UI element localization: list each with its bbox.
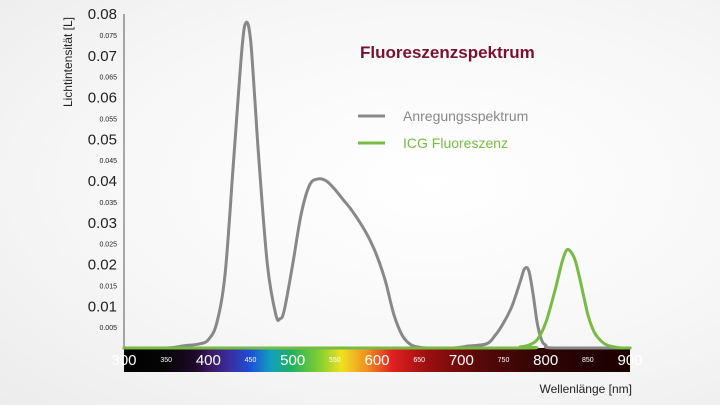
x-tick-label: 700 — [449, 352, 474, 369]
x-tick-label: 900 — [617, 352, 642, 369]
y-minor-tick-label: 0.075 — [99, 33, 117, 40]
x-minor-tick-label: 450 — [245, 357, 257, 364]
x-tick-label: 300 — [111, 352, 136, 369]
y-minor-tick-label: 0.015 — [99, 283, 117, 290]
y-minor-tick-label: 0.005 — [99, 325, 117, 332]
series-lines — [122, 20, 632, 350]
legend-label-anregungsspektrum: Anregungsspektrum — [403, 108, 528, 124]
wavelength-spectrum-bar — [124, 348, 630, 372]
x-axis-label: Wellenlänge [nm] — [540, 382, 633, 396]
x-minor-tick-label: 550 — [329, 357, 341, 364]
y-tick-label: 0.02 — [88, 257, 117, 274]
y-minor-tick-label: 0.055 — [99, 116, 117, 123]
x-minor-tick-label: 350 — [160, 357, 172, 364]
y-tick-label: 0.05 — [88, 131, 117, 148]
legend: Anregungsspektrum ICG Fluoreszenz — [358, 108, 528, 151]
x-tick-label: 800 — [533, 352, 558, 369]
legend-label-icg-fluoreszenz: ICG Fluoreszenz — [403, 135, 508, 151]
y-minor-tick-label: 0.065 — [99, 75, 117, 82]
x-minor-tick-label: 850 — [582, 357, 594, 364]
y-tick-label: 0.01 — [88, 298, 117, 315]
y-minor-tick-label: 0.025 — [99, 242, 117, 249]
series-line-icg-fluoreszenz — [122, 247, 632, 350]
y-axis-ticks: 0.01 0.02 0.03 0.04 0.05 0.06 0.07 0.08 0.005 0.0… — [88, 6, 117, 332]
series-line-anregungsspektrum — [122, 20, 632, 350]
y-tick-label: 0.07 — [88, 48, 117, 65]
y-minor-tick-label: 0.035 — [99, 200, 117, 207]
y-tick-label: 0.04 — [88, 173, 117, 190]
y-tick-label: 0.08 — [88, 6, 117, 23]
y-axis-label: Lichtintensität [L] — [61, 17, 75, 107]
x-tick-label: 400 — [196, 352, 221, 369]
y-tick-label: 0.06 — [88, 90, 117, 107]
x-axis-ticks: 300 400 500 600 700 800 900 350 450 550 650 750 850 — [111, 352, 642, 369]
x-minor-tick-label: 750 — [498, 357, 510, 364]
y-minor-tick-label: 0.045 — [99, 158, 117, 165]
x-tick-label: 500 — [280, 352, 305, 369]
x-minor-tick-label: 650 — [413, 357, 425, 364]
y-tick-label: 0.03 — [88, 215, 117, 232]
x-tick-label: 600 — [364, 352, 389, 369]
chart-title: Fluoreszenzspektrum — [360, 43, 535, 62]
